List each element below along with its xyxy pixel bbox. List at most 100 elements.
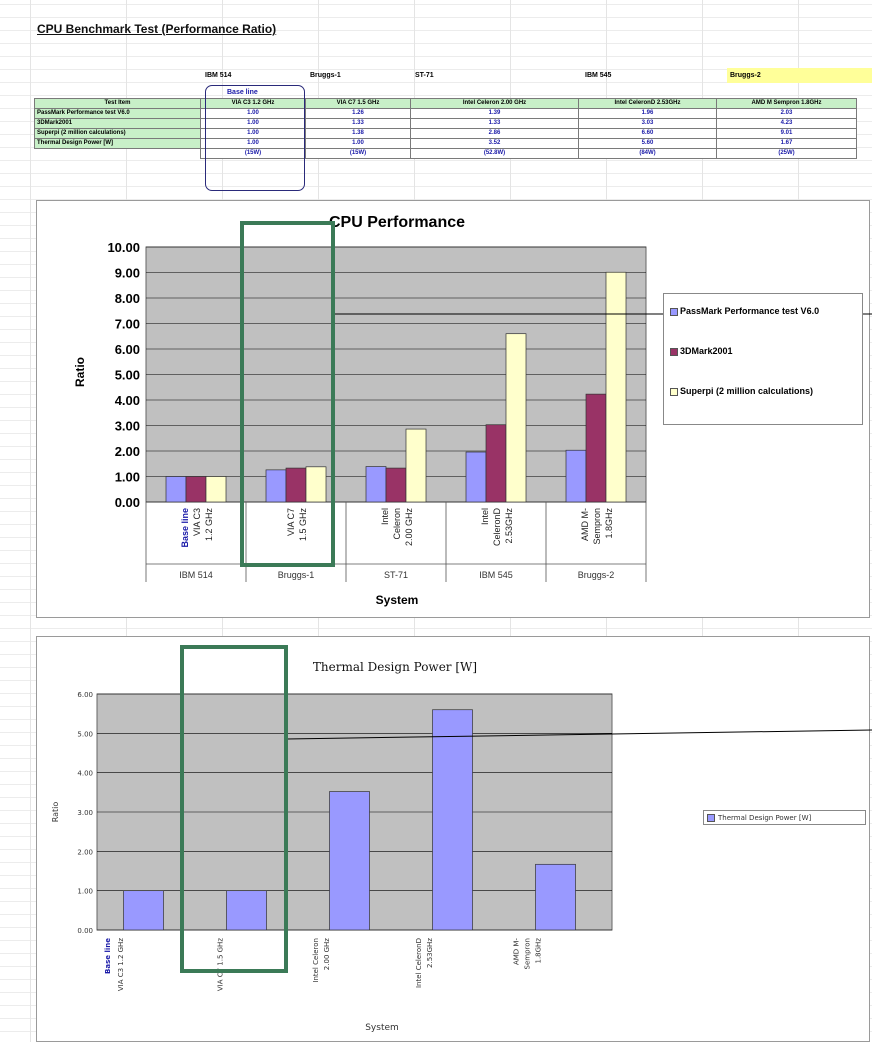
bar	[365, 466, 387, 503]
callout-line	[286, 729, 872, 740]
table-header-row: Test Item VIA C3 1.2 GHz VIA C7 1.5 GHz …	[34, 98, 857, 109]
legend-item-superpi: Superpi (2 million calculations)	[670, 386, 813, 396]
y-tick-label: 5.00	[77, 730, 93, 738]
x-system-label: Bruggs-2	[578, 570, 615, 580]
bar	[185, 476, 207, 503]
highlight-box-thermal	[180, 645, 288, 973]
x-category-label: Intel	[480, 508, 490, 525]
x-category-label: 1.5 GHz	[298, 508, 308, 542]
system-highlight-cell[interactable]	[727, 68, 872, 83]
bar	[485, 424, 507, 503]
x-category-label: Intel	[380, 508, 390, 525]
bar	[205, 476, 227, 503]
bar	[432, 709, 473, 931]
x-category-label: 2.00 GHz	[323, 938, 331, 970]
legend-swatch-icon	[670, 388, 678, 396]
x-category-label: 1.2 GHz	[204, 508, 214, 542]
chart-title: CPU Performance	[329, 214, 465, 231]
y-tick-label: 4.00	[77, 770, 93, 778]
bar	[505, 333, 527, 503]
base-line-label: Base line	[227, 89, 258, 96]
legend-label: Superpi (2 million calculations)	[680, 386, 814, 396]
x-category-label: 2.53GHz	[504, 508, 514, 544]
y-tick-label: 3.00	[115, 419, 140, 434]
bar	[405, 428, 427, 503]
x-category-label: Sempron	[592, 508, 602, 545]
y-tick-label: 3.00	[77, 809, 93, 817]
system-label-4: IBM 545	[585, 72, 612, 79]
bar	[605, 271, 627, 503]
x-category-label: VIA C7	[286, 508, 296, 536]
y-tick-label: 1.00	[115, 470, 140, 485]
y-tick-label: 0.00	[77, 927, 93, 935]
highlight-box-performance	[240, 221, 335, 567]
x-category-label: 2.00 GHz	[404, 508, 414, 547]
x-category-label: VIA C3	[192, 508, 202, 536]
y-tick-label: 2.00	[115, 444, 140, 459]
y-tick-label: 10.00	[107, 240, 140, 255]
bar	[385, 467, 407, 503]
table-row: Superpi (2 million calculations) 1.00 1.…	[34, 128, 857, 139]
bar	[465, 451, 487, 503]
bar	[123, 890, 164, 931]
chart-title: Thermal Design Power [W]	[313, 660, 477, 674]
y-tick-label: 7.00	[115, 317, 140, 332]
legend-swatch-icon	[670, 348, 678, 356]
x-system-label: Bruggs-1	[278, 570, 315, 580]
x-category-label: CeleronD	[492, 508, 502, 547]
x-category-label: AMD M-	[580, 508, 590, 541]
legend-label: Thermal Design Power [W]	[718, 813, 812, 822]
system-label-2: Bruggs-1	[310, 72, 341, 79]
y-tick-label: 6.00	[115, 342, 140, 357]
x-axis-title: System	[365, 1023, 399, 1033]
base-line-outline	[205, 85, 305, 191]
table-row: PassMark Performance test V6.0 1.00 1.26…	[34, 108, 857, 119]
bar	[305, 466, 327, 503]
cpu-performance-legend[interactable]: PassMark Performance test V6.0 3DMark200…	[663, 293, 863, 425]
x-category-label: Celeron	[392, 508, 402, 540]
x-system-label: IBM 545	[479, 570, 513, 580]
y-tick-label: 6.00	[77, 691, 93, 699]
table-cell[interactable]: (25W)	[716, 148, 857, 159]
x-system-label: ST-71	[384, 570, 408, 580]
x-category-label: Base line	[180, 508, 190, 548]
x-system-label: IBM 514	[179, 570, 213, 580]
x-category-label: VIA C7 1.5 GHz	[217, 938, 225, 991]
y-tick-label: 5.00	[115, 368, 140, 383]
x-category-label: 1.8GHz	[604, 508, 614, 539]
legend-label: PassMark Performance test V6.0	[680, 306, 820, 316]
x-category-label: Sempron	[524, 938, 532, 969]
bar	[226, 890, 267, 931]
system-label-1: IBM 514	[205, 72, 232, 79]
bar	[565, 449, 587, 503]
system-label-5: Bruggs-2	[730, 72, 761, 79]
bar	[329, 791, 370, 931]
thermal-chart: 0.00 1.00 2.00 3.00 4.00 5.00 6.00 Thermal Desi…	[51, 660, 872, 1033]
y-tick-label: 2.00	[77, 848, 93, 856]
benchmark-table: Test Item VIA C3 1.2 GHz VIA C7 1.5 GHz …	[34, 98, 857, 159]
x-category-label: 1.8GHz	[535, 938, 543, 964]
bar	[585, 393, 607, 503]
cpu-performance-chart: 0.00 1.00 2.00 3.00 4.00 5.00 6.00 7.00 8.00 9.00…	[73, 214, 872, 607]
system-label-3: ST-71	[415, 72, 434, 79]
x-category-label: Intel Celeron	[312, 938, 320, 983]
legend-label: 3DMark2001	[680, 346, 733, 356]
legend-swatch-icon	[707, 813, 715, 822]
bar	[165, 476, 187, 503]
bar	[535, 863, 576, 931]
y-axis-title: Ratio	[73, 357, 87, 387]
y-tick-label: 8.00	[115, 291, 140, 306]
thermal-legend[interactable]: Thermal Design Power [W]	[703, 810, 866, 825]
table-row: Thermal Design Power [W] 1.00 1.00 3.52 …	[34, 138, 857, 149]
table-row: (15W) (15W) (52.8W) (84W) (25W)	[35, 148, 857, 159]
x-category-label: Base line	[104, 938, 112, 974]
sheet-title: CPU Benchmark Test (Performance Ratio)	[37, 22, 277, 36]
y-tick-label: 1.00	[77, 888, 93, 896]
x-category-label: AMD M-	[513, 938, 521, 965]
y-tick-label: 0.00	[115, 495, 140, 510]
y-tick-label: 9.00	[115, 266, 140, 281]
x-category-label: 2.53GHz	[426, 938, 434, 968]
y-tick-label: 4.00	[115, 393, 140, 408]
x-category-label: VIA C3 1.2 GHz	[117, 938, 125, 991]
